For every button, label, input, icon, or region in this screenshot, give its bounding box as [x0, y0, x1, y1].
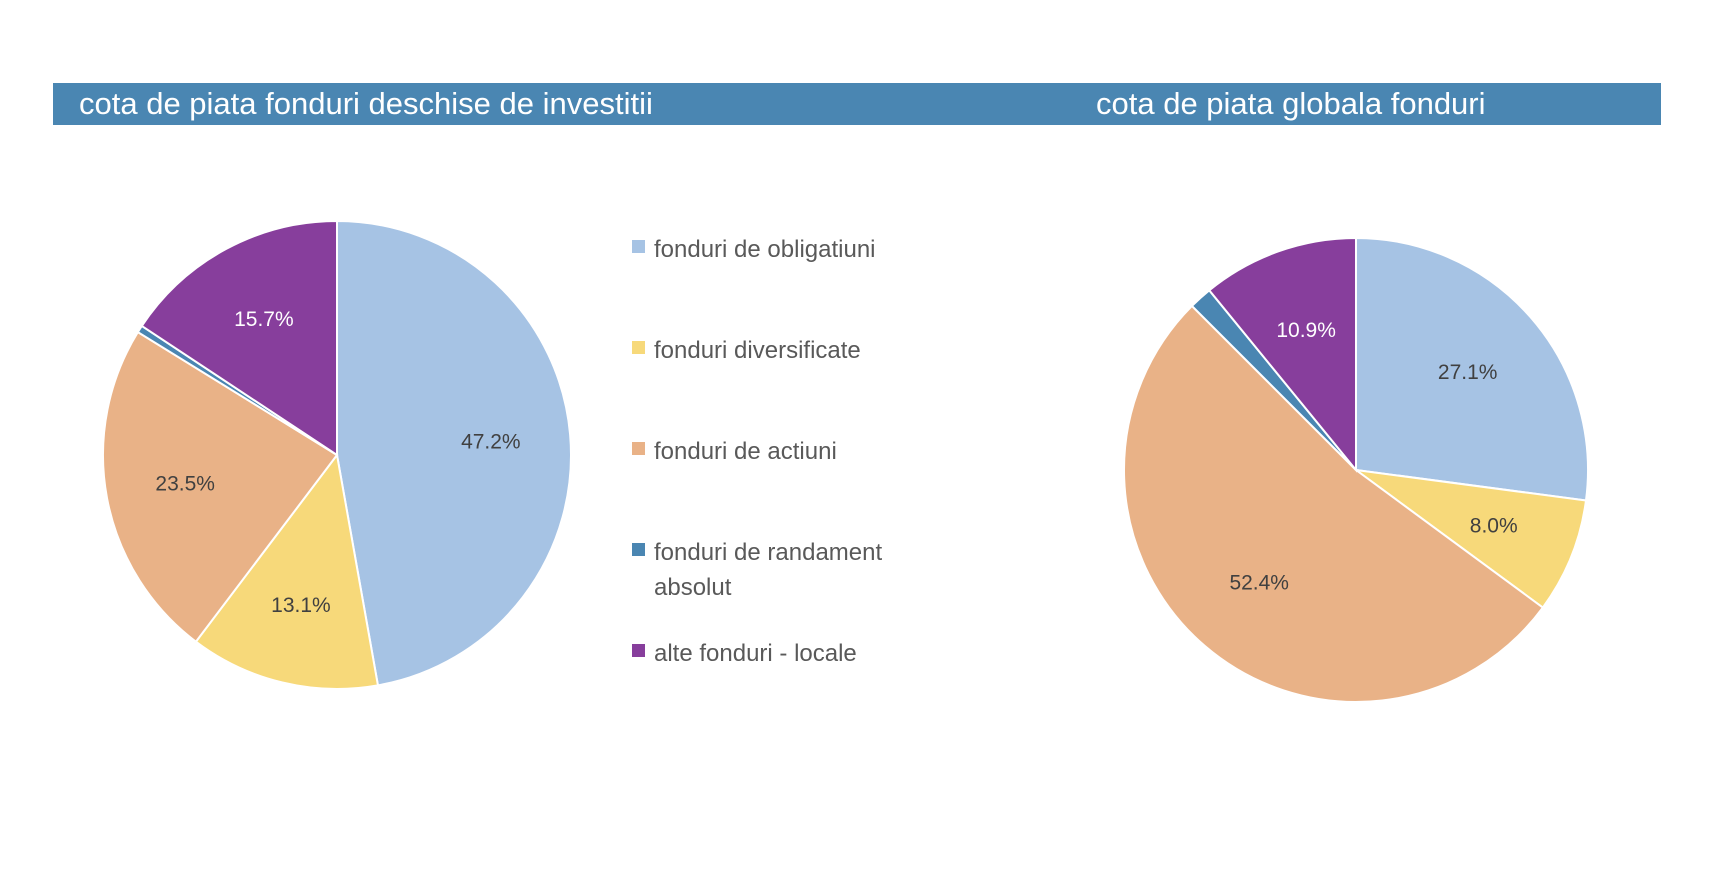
- pie-left: 47.2% 13.1% 23.5% 15.7%: [102, 219, 572, 690]
- header-bar: [53, 83, 1661, 125]
- legend-label-randament-absolut: fonduri de randament absolut: [654, 539, 883, 601]
- pie-right-slice-0: [1355, 236, 1589, 502]
- pie-left-slice-2: [102, 330, 339, 644]
- pie-right-label-4: 10.9%: [1276, 319, 1336, 342]
- legend-label-obligatiuni: fonduri de obligatiuni: [654, 236, 876, 263]
- pie-right-label-1: 8.0%: [1470, 515, 1518, 538]
- pie-right-slice-4: [1207, 236, 1357, 473]
- legend-swatch-actiuni: [632, 442, 645, 455]
- chart-title-left: cota de piata fonduri deschise de invest…: [79, 86, 653, 121]
- legend-swatch-obligatiuni: [632, 240, 645, 253]
- pie-right: 27.1% 8.0% 52.4% 10.9%: [1123, 236, 1589, 703]
- legend-label-diversificate: fonduri diversificate: [654, 337, 861, 364]
- pie-left-slice-1: [194, 452, 380, 690]
- legend-swatch-randament-absolut: [632, 543, 645, 556]
- legend-swatch-diversificate: [632, 341, 645, 354]
- pie-right-label-2: 52.4%: [1229, 572, 1289, 595]
- pie-left-slice-4: [140, 219, 338, 457]
- pie-left-slice-0: [336, 219, 572, 687]
- pie-left-label-1: 13.1%: [271, 594, 331, 617]
- chart-title-right: cota de piata globala fonduri: [1096, 86, 1486, 121]
- pie-left-label-4: 15.7%: [234, 308, 294, 331]
- pie-right-slice-1: [1355, 469, 1588, 609]
- legend-swatch-alte-fonduri: [632, 644, 645, 657]
- pie-right-label-0: 27.1%: [1438, 361, 1498, 384]
- pie-right-slice-2: [1123, 304, 1545, 703]
- pie-left-label-0: 47.2%: [461, 430, 521, 453]
- legend-label-actiuni: fonduri de actiuni: [654, 438, 837, 465]
- pie-left-label-2: 23.5%: [155, 472, 215, 495]
- legend-label-alte-fonduri: alte fonduri - locale: [654, 640, 857, 667]
